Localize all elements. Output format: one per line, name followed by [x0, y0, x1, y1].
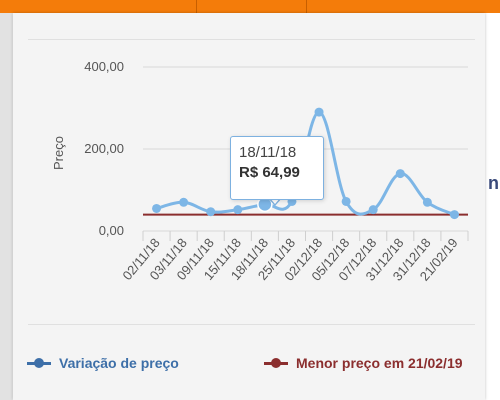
- legend-label: Menor preço em 21/02/19: [296, 355, 463, 371]
- data-point: [314, 107, 324, 117]
- legend-price-variation[interactable]: Variação de preço: [27, 355, 179, 371]
- data-point: [206, 207, 216, 217]
- data-point: [341, 196, 351, 206]
- data-point: [152, 203, 162, 213]
- legend-min-price[interactable]: Menor preço em 21/02/19: [264, 355, 463, 371]
- price-chart-panel: 0,00 200,00 400,00 02/11/18 03/11/18 09/11/18…: [13, 13, 485, 400]
- y-axis-label: Preço: [51, 136, 66, 170]
- top-bar-divider: [306, 0, 307, 13]
- price-chart: 0,00200,00400,0002/11/1803/11/1809/11/18…: [51, 59, 469, 284]
- legend-swatch-min: [264, 357, 288, 368]
- legend-marker-icon: [34, 357, 44, 368]
- legend-marker-icon: [271, 357, 281, 368]
- legend-label: Variação de preço: [59, 355, 179, 371]
- tooltip-date: 18/11/18: [239, 144, 297, 161]
- background-strip-left: [0, 13, 12, 400]
- data-point: [368, 205, 378, 215]
- panel-divider-top: [28, 39, 475, 40]
- top-bar-divider: [196, 0, 197, 13]
- partial-text-glyph: n: [488, 173, 499, 193]
- y-tick-label: 0,00: [99, 223, 124, 238]
- data-point: [449, 210, 459, 220]
- tooltip-arrow-inner: [269, 197, 281, 204]
- y-tick-label: 200,00: [84, 141, 124, 156]
- data-point: [395, 169, 405, 179]
- legend-swatch-price: [27, 357, 51, 368]
- data-point: [233, 205, 243, 215]
- price-tooltip: 18/11/18 R$ 64,99: [230, 136, 324, 200]
- y-tick-label: 400,00: [84, 59, 124, 74]
- data-point: [422, 197, 432, 207]
- data-point: [179, 197, 189, 207]
- panel-divider-legend: [28, 324, 475, 325]
- top-accent-bar: [0, 0, 500, 13]
- tooltip-price: R$ 64,99: [239, 164, 300, 181]
- background-strip-right: n: [485, 13, 500, 400]
